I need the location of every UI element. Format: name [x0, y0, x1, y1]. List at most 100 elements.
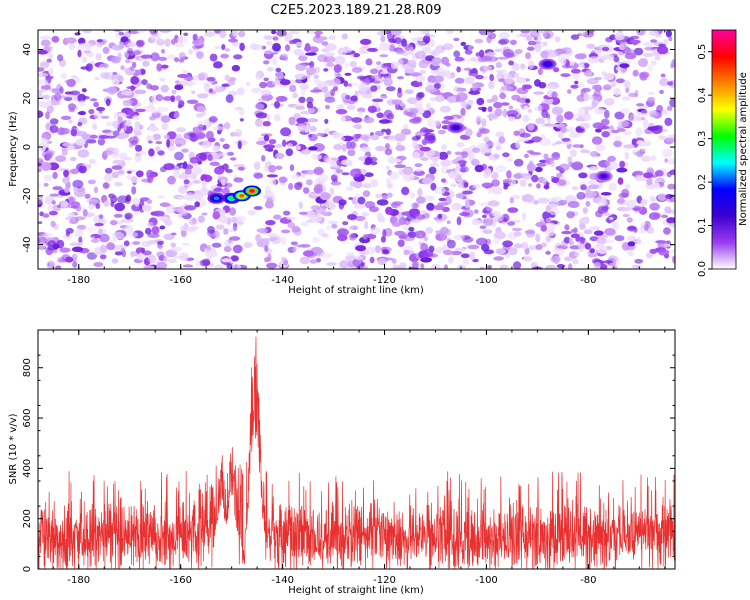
spectrogram-cell	[540, 225, 548, 232]
spectrogram-cell	[646, 177, 653, 186]
spectrogram-cell	[462, 190, 473, 195]
spectrogram-cell	[102, 182, 110, 189]
spectrogram-cell	[519, 32, 530, 38]
spectrogram-cell	[156, 63, 162, 72]
spectrogram-cell	[512, 63, 520, 71]
spectrogram-cell	[247, 209, 256, 216]
spectrogram-cell	[313, 185, 323, 194]
spectrogram-cell	[622, 213, 630, 218]
spectrogram-cell	[263, 35, 273, 40]
spectrogram-cell	[301, 89, 306, 96]
spectrogram-cell	[546, 198, 558, 204]
colorbar-tick-label: 0.1	[697, 218, 708, 234]
spectrogram-cell	[446, 30, 454, 34]
spectrogram-cell	[409, 108, 419, 114]
spectrogram-cell	[346, 141, 352, 150]
spectrogram-cell	[317, 174, 329, 183]
spectrogram-cell	[68, 119, 73, 124]
spectrogram-cell	[551, 142, 557, 147]
spectrogram-cell	[130, 76, 140, 85]
spectrogram-cell	[555, 141, 563, 145]
spectrogram-cell	[434, 119, 441, 127]
spectrogram-cell	[183, 32, 189, 36]
spectrogram-cell	[381, 62, 390, 69]
spectrogram-cell	[521, 173, 531, 177]
spectrogram-cell	[103, 200, 110, 207]
spectrogram-cell	[534, 43, 542, 53]
spectrogram-cell	[182, 264, 194, 268]
spectrogram-cell	[81, 88, 87, 93]
spectrogram-cell	[266, 174, 278, 178]
spectrogram-cell	[344, 72, 352, 76]
spectrogram-cell	[420, 157, 429, 161]
spectrogram-cell	[160, 84, 169, 93]
spectrogram-cell	[627, 249, 634, 257]
spectrogram-cell	[224, 74, 231, 81]
spectrogram-cell	[322, 86, 328, 93]
spectrogram-cell	[430, 263, 441, 269]
spectrogram-cell	[666, 217, 675, 224]
spectrogram-cell	[265, 220, 276, 226]
spectrogram-cell	[280, 257, 287, 262]
spectrogram-cell	[413, 230, 426, 239]
spectrogram-cell	[570, 68, 581, 74]
spectrogram-cell	[556, 114, 564, 124]
spectrogram-cell	[642, 53, 654, 58]
spectrogram-cell	[573, 227, 578, 234]
spectrogram-cell	[63, 169, 69, 178]
spectrogram-cell	[136, 30, 147, 33]
spectrogram-cell	[62, 176, 69, 184]
spectrogram-cell	[238, 166, 245, 171]
spectrogram-cell	[163, 134, 170, 140]
spectrogram-cell	[345, 94, 351, 100]
spectrogram-cell	[603, 84, 612, 91]
spectrogram-cell	[150, 85, 159, 91]
spectrogram-cell	[321, 36, 328, 41]
spectrogram-cell	[250, 87, 262, 94]
spectrogram-cell	[584, 242, 592, 250]
spectrogram-cell	[433, 82, 441, 89]
spectrogram-cell	[306, 107, 316, 114]
spectrogram-cell	[633, 47, 644, 56]
spectrogram-cell	[214, 85, 220, 93]
spectrogram-cell	[487, 265, 492, 269]
spectrogram-cell	[66, 196, 76, 204]
spectrogram-cell	[569, 132, 581, 138]
spectrogram-cell	[326, 262, 337, 266]
spectrogram-cell	[285, 148, 293, 157]
spectrogram-cell	[68, 107, 75, 113]
spectrogram-cell	[438, 197, 447, 202]
spectrogram-cell	[577, 106, 589, 115]
spectrogram-cell	[284, 33, 293, 43]
spectrogram-x-tick-label: -80	[580, 275, 596, 286]
spectrogram-cell	[175, 95, 182, 102]
spectrogram-cell	[215, 224, 225, 230]
spectrogram-cell	[635, 127, 643, 136]
spectrogram-cell	[347, 149, 356, 157]
spectrogram-cell	[669, 98, 675, 108]
spectrogram-cell	[654, 55, 661, 61]
spectrogram-cell	[295, 78, 305, 84]
snr-x-tick-label: -120	[373, 575, 396, 586]
spectrogram-cell	[330, 89, 336, 96]
spectrogram-cell	[561, 230, 572, 235]
spectrogram-cell	[627, 235, 637, 242]
spectrogram-cell	[446, 150, 452, 155]
spectrogram-cell	[299, 256, 310, 265]
spectrogram-cell	[350, 180, 355, 187]
spectrogram-cell	[536, 35, 543, 42]
spectrogram-cell	[360, 134, 371, 141]
spectrogram-cell	[558, 199, 568, 206]
spectrogram-cell	[95, 40, 103, 48]
spectrogram-cell	[147, 140, 153, 144]
spectrogram-cell	[526, 163, 537, 172]
spectrogram-cell	[444, 196, 452, 205]
spectrogram-cell	[245, 81, 251, 86]
spectrogram-cell	[375, 145, 386, 152]
spectrogram-cell	[230, 255, 239, 262]
spectrogram-cell	[170, 242, 177, 248]
spectrogram-cell	[181, 171, 187, 178]
spectrogram-cell	[188, 49, 193, 55]
spectrogram-cell	[579, 64, 585, 68]
spectrogram-cell	[639, 72, 648, 81]
